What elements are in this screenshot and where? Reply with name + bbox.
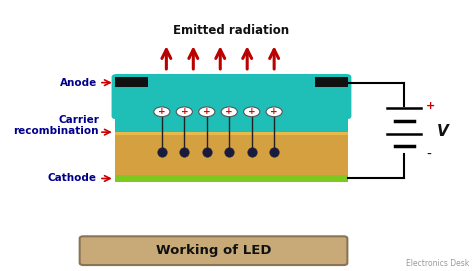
Bar [115, 132, 348, 136]
Circle shape [221, 107, 237, 117]
Text: +: + [158, 107, 166, 116]
Bar [115, 79, 348, 132]
Text: Cathode: Cathode [48, 173, 97, 183]
Text: -: - [426, 147, 431, 162]
Circle shape [176, 107, 192, 117]
Circle shape [199, 107, 215, 117]
Text: +: + [248, 107, 255, 116]
Circle shape [154, 107, 170, 117]
Text: +: + [226, 107, 233, 116]
Text: V: V [437, 124, 449, 139]
Text: Carrier
recombination: Carrier recombination [13, 115, 99, 136]
Text: +: + [181, 107, 188, 116]
FancyBboxPatch shape [80, 236, 347, 265]
Text: Anode: Anode [60, 78, 97, 88]
Bar [115, 132, 348, 175]
Bar [115, 77, 148, 87]
FancyBboxPatch shape [111, 74, 351, 119]
Bar [115, 175, 348, 182]
Text: Electronics Desk: Electronics Desk [406, 259, 470, 268]
Text: Emitted radiation: Emitted radiation [173, 24, 290, 37]
Circle shape [244, 107, 260, 117]
Text: +: + [426, 101, 435, 111]
Text: +: + [203, 107, 210, 116]
Text: Working of LED: Working of LED [156, 244, 271, 257]
Circle shape [266, 107, 282, 117]
Bar [315, 77, 348, 87]
Text: +: + [270, 107, 278, 116]
